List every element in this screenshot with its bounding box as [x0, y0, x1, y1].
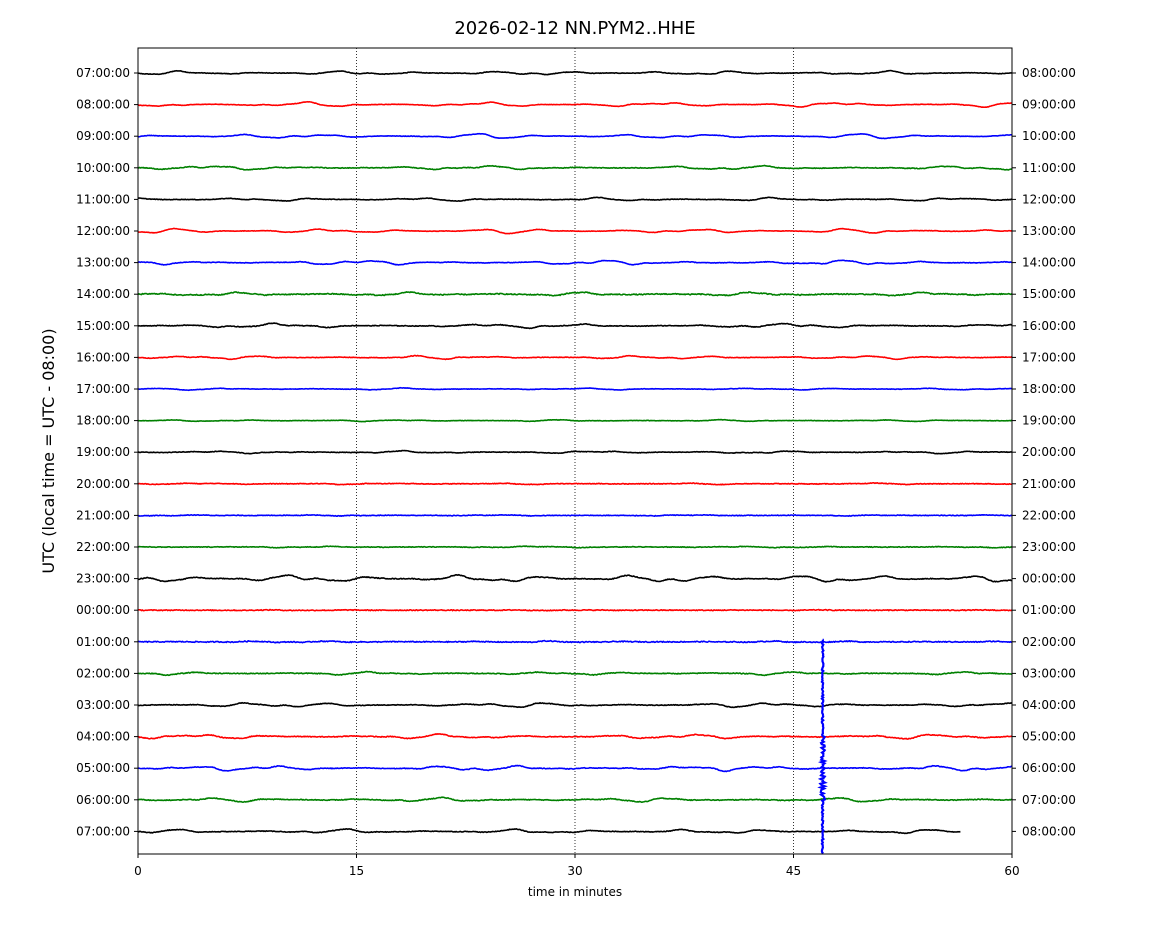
event-spike — [817, 638, 828, 855]
y-axis-label: UTC (local time = UTC - 08:00) — [39, 328, 58, 573]
trace-row-20 — [137, 701, 1013, 709]
left-time-label: 14:00:00 — [76, 287, 130, 301]
left-time-label: 08:00:00 — [76, 98, 130, 112]
left-time-label: 21:00:00 — [76, 508, 130, 522]
left-time-label: 18:00:00 — [76, 414, 130, 428]
left-time-label: 10:00:00 — [76, 161, 130, 175]
x-axis-label: time in minutes — [528, 885, 622, 899]
left-time-label: 11:00:00 — [76, 192, 130, 206]
left-time-label: 02:00:00 — [76, 666, 130, 680]
trace-row-15 — [137, 545, 1013, 549]
right-time-label: 00:00:00 — [1022, 572, 1076, 586]
right-time-label: 19:00:00 — [1022, 414, 1076, 428]
trace-row-21 — [137, 732, 1013, 740]
left-time-label: 20:00:00 — [76, 477, 130, 491]
right-time-label: 08:00:00 — [1022, 824, 1076, 838]
left-time-label: 15:00:00 — [76, 319, 130, 333]
right-time-label: 13:00:00 — [1022, 224, 1076, 238]
trace-row-17 — [137, 608, 1013, 612]
right-time-label: 17:00:00 — [1022, 350, 1076, 364]
right-time-label: 02:00:00 — [1022, 635, 1076, 649]
traces — [137, 69, 1013, 835]
trace-row-8 — [137, 322, 1013, 330]
left-time-label: 13:00:00 — [76, 256, 130, 270]
trace-row-18 — [137, 639, 1013, 644]
right-time-label: 16:00:00 — [1022, 319, 1076, 333]
trace-row-9 — [137, 354, 1013, 361]
x-axis: 0 15 30 45 60 — [134, 854, 1020, 878]
left-time-label: 19:00:00 — [76, 445, 130, 459]
left-time-label: 17:00:00 — [76, 382, 130, 396]
chart-title: 2026-02-12 NN.PYM2..HHE — [454, 18, 695, 39]
left-time-label: 16:00:00 — [76, 350, 130, 364]
right-time-label: 15:00:00 — [1022, 287, 1076, 301]
left-time-label: 00:00:00 — [76, 603, 130, 617]
x-tick-label: 15 — [349, 864, 364, 878]
trace-row-0 — [137, 69, 1013, 76]
left-time-label: 05:00:00 — [76, 761, 130, 775]
trace-row-3 — [137, 164, 1013, 171]
trace-row-22 — [137, 764, 1013, 773]
left-time-labels: 07:00:00 08:00:00 09:00:00 10:00:00 11:00:00… — [76, 66, 138, 838]
right-time-label: 21:00:00 — [1022, 477, 1076, 491]
event-trace — [817, 638, 828, 855]
trace-row-7 — [137, 291, 1013, 297]
left-time-label: 09:00:00 — [76, 129, 130, 143]
right-time-label: 03:00:00 — [1022, 666, 1076, 680]
left-time-label: 06:00:00 — [76, 793, 130, 807]
trace-row-13 — [137, 481, 1013, 486]
left-time-label: 07:00:00 — [76, 824, 130, 838]
right-time-label: 10:00:00 — [1022, 129, 1076, 143]
trace-row-19 — [137, 670, 1013, 677]
x-tick-label: 45 — [786, 864, 801, 878]
right-time-label: 08:00:00 — [1022, 66, 1076, 80]
trace-row-10 — [137, 386, 1013, 392]
x-tick-label: 60 — [1004, 864, 1019, 878]
left-time-label: 12:00:00 — [76, 224, 130, 238]
trace-row-1 — [137, 100, 1013, 109]
right-time-label: 12:00:00 — [1022, 192, 1076, 206]
trace-row-12 — [137, 449, 1013, 455]
trace-row-14 — [137, 513, 1013, 518]
right-time-label: 06:00:00 — [1022, 761, 1076, 775]
trace-row-11 — [137, 418, 1013, 423]
left-time-label: 22:00:00 — [76, 540, 130, 554]
x-tick-label: 0 — [134, 864, 142, 878]
left-time-label: 23:00:00 — [76, 572, 130, 586]
right-time-labels: 08:00:00 09:00:00 10:00:00 11:00:00 12:00:00… — [1012, 66, 1076, 838]
left-time-label: 04:00:00 — [76, 730, 130, 744]
trace-row-23 — [137, 796, 1013, 804]
right-time-label: 14:00:00 — [1022, 256, 1076, 270]
trace-row-6 — [137, 259, 1013, 266]
right-time-label: 05:00:00 — [1022, 730, 1076, 744]
right-time-label: 11:00:00 — [1022, 161, 1076, 175]
x-tick-label: 30 — [567, 864, 582, 878]
right-time-label: 18:00:00 — [1022, 382, 1076, 396]
trace-row-2 — [137, 132, 1013, 140]
right-time-label: 22:00:00 — [1022, 508, 1076, 522]
trace-row-4 — [137, 196, 1013, 202]
right-time-label: 01:00:00 — [1022, 603, 1076, 617]
left-time-label: 01:00:00 — [76, 635, 130, 649]
right-time-label: 04:00:00 — [1022, 698, 1076, 712]
trace-row-16 — [137, 573, 1013, 583]
left-time-label: 07:00:00 — [76, 66, 130, 80]
trace-row-5 — [138, 227, 1013, 235]
right-time-label: 23:00:00 — [1022, 540, 1076, 554]
trace-row-24 — [137, 828, 961, 835]
right-time-label: 07:00:00 — [1022, 793, 1076, 807]
right-time-label: 20:00:00 — [1022, 445, 1076, 459]
left-time-label: 03:00:00 — [76, 698, 130, 712]
right-time-label: 09:00:00 — [1022, 98, 1076, 112]
